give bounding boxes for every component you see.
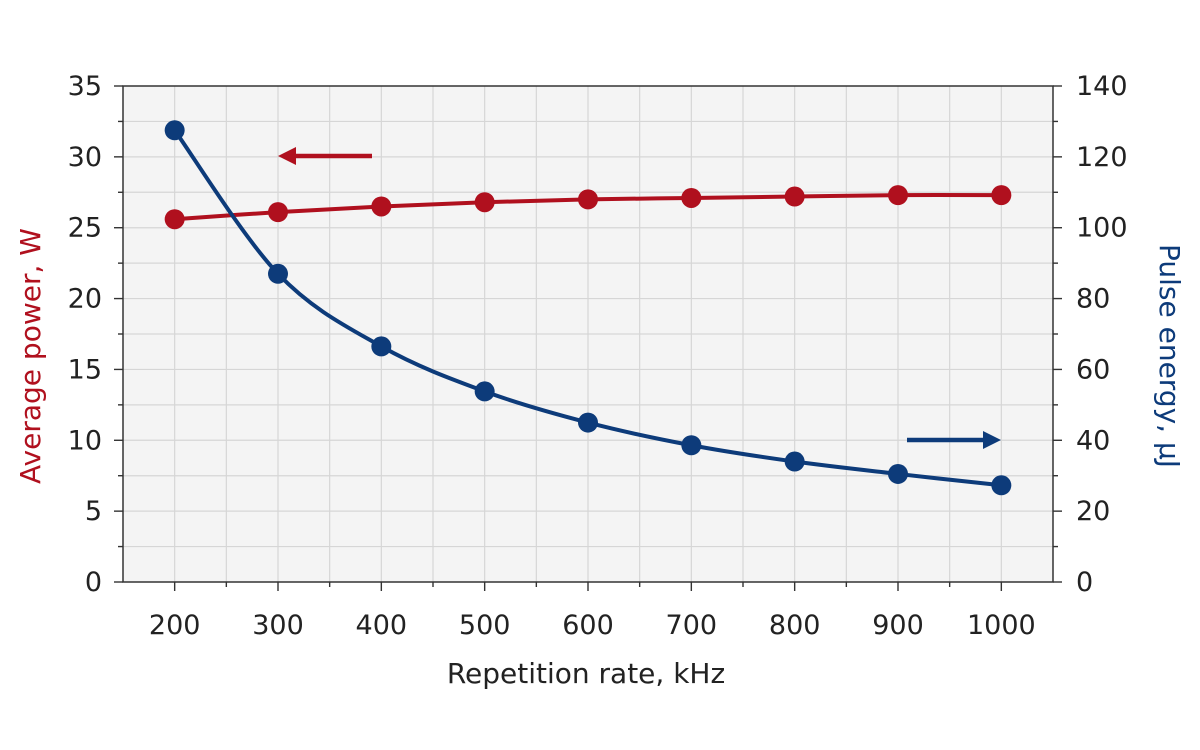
left-y-tick-label: 10 — [68, 425, 102, 456]
right-y-tick-label: 80 — [1076, 284, 1110, 315]
pulse-energy-point — [268, 263, 288, 284]
right-y-tick-label: 40 — [1076, 425, 1110, 456]
x-tick-label: 300 — [252, 610, 304, 641]
average-power-point — [888, 185, 908, 206]
right-axis-arrowhead — [983, 431, 1001, 449]
x-tick-label: 800 — [769, 610, 821, 641]
right-y-tick-label: 100 — [1076, 213, 1128, 244]
left-y-tick-label: 0 — [85, 567, 102, 598]
x-tick-label: 600 — [562, 610, 614, 641]
right-y-tick-label: 140 — [1076, 71, 1128, 102]
left-y-tick-label: 25 — [68, 213, 102, 244]
average-power-point — [371, 196, 392, 217]
average-power-point — [578, 189, 598, 210]
left-y-tick-label: 35 — [68, 71, 102, 102]
average-power-point — [784, 186, 805, 207]
right-y-tick-label: 20 — [1076, 496, 1110, 527]
x-tick-label: 900 — [872, 610, 924, 641]
pulse-energy-point — [371, 336, 392, 357]
pulse-energy-point — [474, 381, 495, 402]
left-y-tick-label: 30 — [68, 142, 102, 173]
average-power-point — [164, 209, 185, 230]
average-power-point — [474, 192, 495, 213]
x-tick-label: 700 — [666, 610, 718, 641]
x-tick-label: 1000 — [967, 610, 1036, 641]
pulse-energy-point — [681, 435, 702, 456]
x-tick-label: 500 — [459, 610, 511, 641]
pulse-energy-point — [888, 463, 908, 484]
left-y-tick-label: 20 — [68, 284, 102, 315]
pulse-energy-point — [991, 475, 1012, 496]
pulse-energy-point — [164, 120, 185, 141]
pulse-energy-point — [578, 412, 598, 433]
left-y-tick-label: 5 — [85, 496, 102, 527]
right-y-axis-title: Pulse energy, µJ — [1153, 244, 1186, 468]
right-y-tick-label: 0 — [1076, 567, 1093, 598]
x-tick-label: 200 — [149, 610, 201, 641]
left-y-axis-title: Average power, W — [14, 228, 47, 484]
x-tick-label: 400 — [356, 610, 408, 641]
right-y-tick-label: 120 — [1076, 142, 1128, 173]
x-axis-title: Repetition rate, kHz — [447, 657, 725, 690]
average-power-point — [268, 202, 288, 223]
left-y-tick-label: 15 — [68, 354, 102, 385]
series — [164, 120, 1012, 496]
pulse-energy-point — [784, 451, 805, 472]
average-power-point — [681, 187, 702, 208]
axes: 200 300 400 500 600 700 800 900 1000051015202530… — [68, 71, 1128, 641]
average-power-point — [991, 185, 1012, 206]
left-axis-arrowhead — [278, 147, 296, 165]
grid — [123, 86, 1053, 582]
right-y-tick-label: 60 — [1076, 354, 1110, 385]
